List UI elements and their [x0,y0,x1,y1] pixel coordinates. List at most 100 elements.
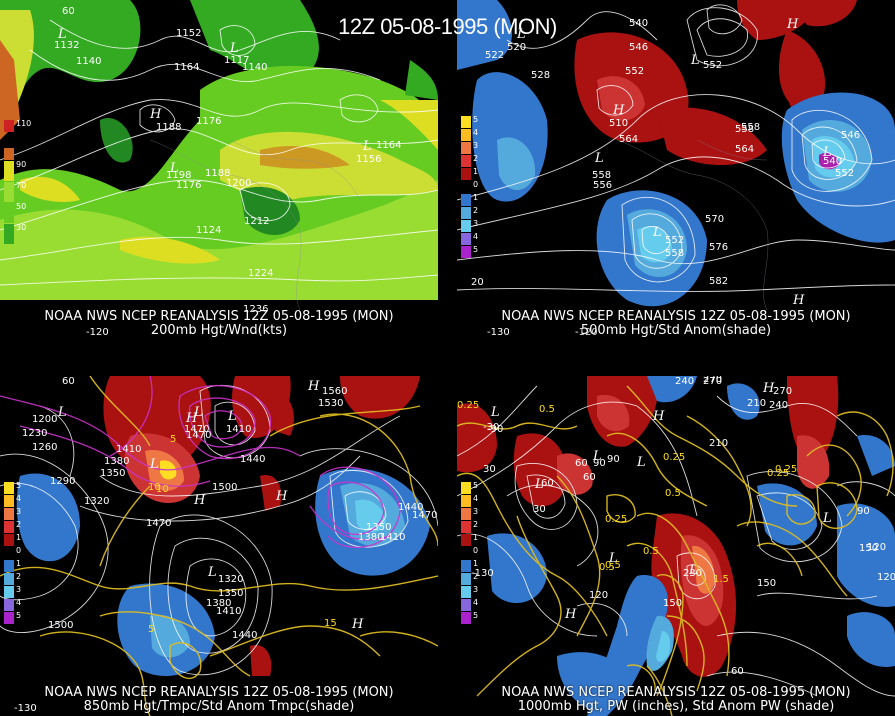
contour-label: 1236 [243,304,268,315]
contour-label: 1560 [322,386,347,397]
legend-swatch: 5 [4,481,21,494]
contour-label: 1410 [226,424,251,435]
contour-label: 528 [531,70,550,81]
contour-label: 558 [741,122,760,133]
contour-label: 5 [148,624,154,635]
contour-label: 90 [593,458,606,469]
contour-label: 558 [665,248,684,259]
low-center-label: L [490,405,500,420]
panel-850mb: 1200 1230 1260 1290 1320 1350 1380 1410 … [0,376,438,716]
contour-label: 558 [735,124,754,135]
contour-label: 150 [663,598,682,609]
high-center-label: H [762,381,775,396]
legend-swatch: 4 [461,128,478,141]
longitude-label: 60 [62,376,75,387]
contour-label: 510 [609,118,628,129]
legend-swatch: 3 [461,219,478,232]
contour-label: 90 [607,454,620,465]
contour-label: 546 [629,42,648,53]
contour-label: 240 [769,400,788,411]
contour-label: 1164 [174,62,199,73]
contour-labels-1000mb: 0.25 0.5 0.25 0.5 0.25 0.5 0.25 0.5 0.25… [457,376,895,677]
panel-caption: NOAA NWS NCEP REANALYSIS 12Z 05-08-1995 … [44,685,394,700]
legend-swatch: 4 [461,598,478,611]
contour-label: 270 [703,376,722,387]
legend-swatch: 5 [461,115,478,128]
contour-label: 1350 [100,468,125,479]
contour-label: 230 [683,568,702,579]
contour-label: 1350 [366,522,391,533]
low-center-label: L [822,145,832,160]
pressure-centers-1000mb: L L L L H L H L H L [490,381,832,622]
legend-swatch: 0 [461,546,478,559]
legend-swatch: 50 [4,202,26,223]
legend-swatch: 1 [461,167,478,180]
panel-subtitle: 200mb Hgt/Wnd(kts) [150,323,288,338]
legend-swatch: 1 [461,193,478,206]
longitude-label: -130 [14,703,37,714]
low-center-label: L [688,563,698,578]
longitude-label: 60 [62,6,75,17]
contour-label: 1410 [380,532,405,543]
contour-label: 1188 [205,168,230,179]
contour-label: 270 [773,386,792,397]
contour-label: 60 [541,478,554,489]
contour-label: 1200 [226,178,251,189]
legend-swatch: 2 [461,520,478,533]
high-center-label: H [564,607,577,622]
low-center-label: L [534,477,544,492]
low-center-label: L [362,139,372,154]
panel-subtitle: 1000mb Hgt, PW (inches), Std Anom PW (sh… [517,699,835,714]
panel-caption: NOAA NWS NCEP REANALYSIS 12Z 05-08-1995 … [501,685,851,700]
longitude-label: -130 [471,568,494,579]
legend-1000mb: 5 4 3 2 1 0 1 2 3 4 5 [461,481,478,625]
high-center-label: H [275,489,288,504]
contour-label: 15 [324,618,337,629]
contour-label: 5 [170,434,176,445]
legend-swatch: 4 [461,232,478,245]
low-center-label: L [690,53,700,68]
contour-label: 1124 [196,225,221,236]
contour-label: 270 [703,376,722,385]
map-1000mb: 0.25 0.5 0.25 0.5 0.25 0.5 0.25 0.5 0.25… [457,376,895,716]
contour-label: 0.5 [599,562,615,573]
contour-label: 582 [709,276,728,287]
contour-label: 1132 [54,40,79,51]
pressure-centers-500mb: H L L H L L H L [516,17,832,308]
legend-swatch: 1 [461,533,478,546]
high-center-label: H [185,411,198,426]
low-center-label: L [229,41,239,56]
contour-label: 1198 [166,170,191,181]
low-center-label: L [636,455,646,470]
legend-swatch: 5 [4,611,21,624]
low-center-label: L [169,161,179,176]
high-center-label: H [792,293,805,308]
contour-label: 546 [841,130,860,141]
contour-label: 1320 [84,496,109,507]
contour-label: 1470 [184,424,209,435]
legend-swatch: 2 [4,520,21,533]
contour-labels-200mb: 1152 1140 1164 1188 1176 1176 1188 1200 … [54,28,401,315]
contour-label: 90 [857,506,870,517]
contour-label: 522 [485,50,504,61]
pressure-centers-850mb: L L H L H H L H H L [57,379,364,632]
contour-label: 210 [747,398,766,409]
contour-label: 1140 [242,62,267,73]
page-title: 12Z 05-08-1995 (MON) [338,14,557,39]
contour-label: 552 [625,66,644,77]
high-center-label: H [193,493,206,508]
high-center-label: H [786,17,799,32]
low-center-label: L [516,27,526,42]
contour-label: 1224 [248,268,273,279]
legend-swatch: 0 [4,546,21,559]
contour-label: 570 [705,214,724,225]
legend-500mb: 5 4 3 2 1 0 1 2 3 4 5 [461,115,478,259]
low-center-label: L [592,449,602,464]
contour-label: 1500 [212,482,237,493]
high-center-label: H [351,617,364,632]
legend-200mb: 110 90 70 50 30 [4,119,31,245]
low-center-label: L [227,409,237,424]
contour-label: 0.25 [775,464,797,475]
contour-label: 1200 [32,414,57,425]
contour-label: 0.5 [605,560,621,571]
